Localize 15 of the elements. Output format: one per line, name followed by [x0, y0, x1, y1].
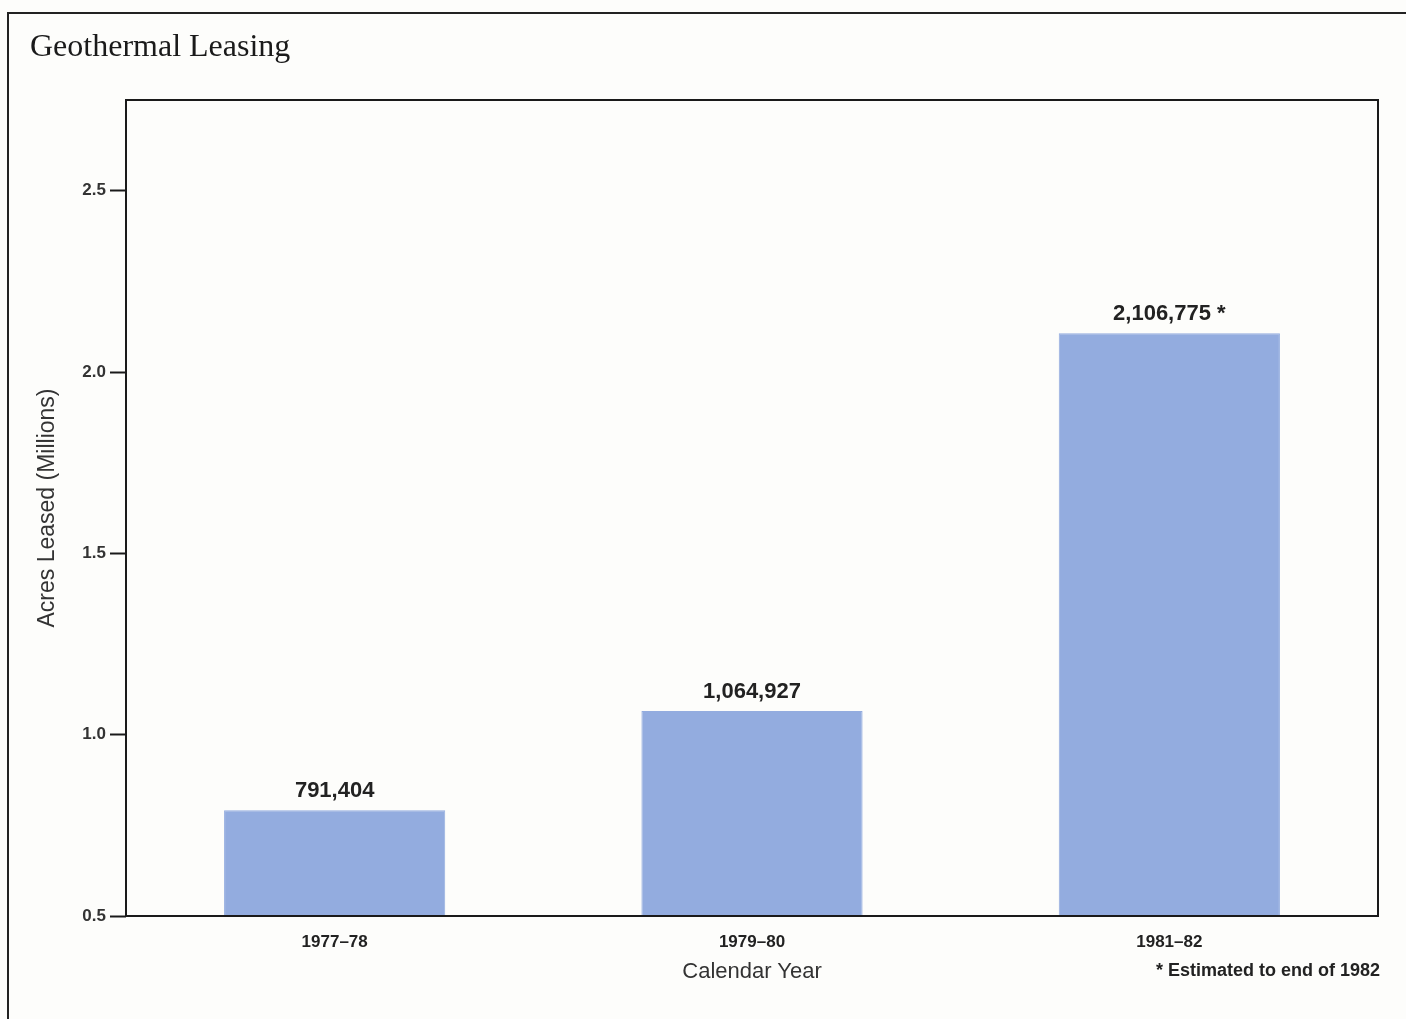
x-tick-label: 1977–78 [301, 931, 368, 951]
text: * Estimated to end of 1982 [1155, 959, 1380, 980]
x-tick-label: 1981–82 [1136, 931, 1203, 951]
y-tick-label: 2.0 [82, 361, 106, 381]
x-axis-title: Calendar Year [682, 957, 822, 983]
y-tick-label: 1.5 [82, 543, 106, 563]
y-tick-label: 0.5 [82, 905, 106, 925]
annotation: 1,064,927 [703, 678, 801, 704]
annotation: 2,106,775 * [1113, 300, 1227, 326]
y-tick-label: 2.5 [82, 180, 106, 200]
chart-title: Geothermal Leasing [30, 26, 291, 63]
annotation: 791,404 [294, 777, 376, 803]
y-tick-label: 1.0 [82, 724, 106, 744]
x-tick-label: 1979–80 [718, 931, 786, 951]
y-axis-title: Acres Leased (Millions) [33, 388, 60, 628]
